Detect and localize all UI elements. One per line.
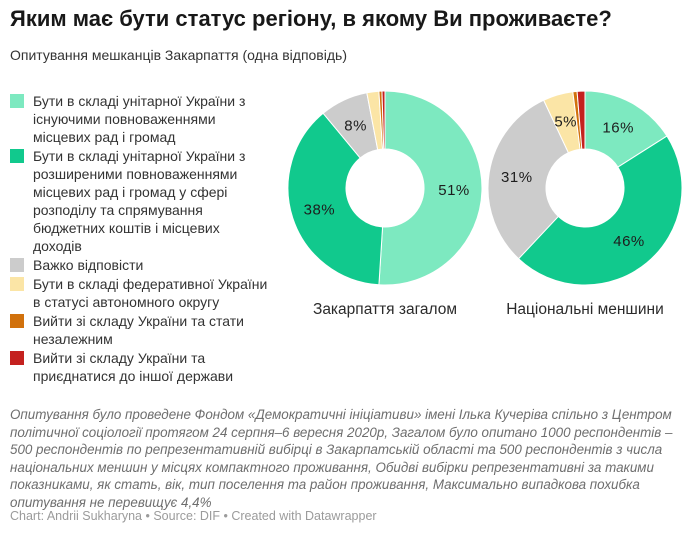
legend-swatch-icon (10, 258, 24, 272)
legend-label: Вийти зі складу України та стати незалеж… (33, 313, 245, 347)
pie-slice (517, 135, 683, 286)
legend-label: Вийти зі складу України та приєднатися д… (33, 350, 234, 384)
pie-percentage-label: 46% (613, 233, 645, 250)
pie-percentage-label: 8% (344, 118, 367, 135)
pie-title-minorities: Національні меншини (506, 301, 664, 318)
pie-slice (487, 99, 570, 260)
pie-percentage-label: 38% (304, 201, 336, 218)
legend-label: Важко відповісти (33, 257, 144, 273)
legend-swatch-icon (10, 94, 24, 108)
legend-item: Бути в складі унітарної України з розшир… (10, 147, 268, 255)
pie-percentage-label: 51% (438, 182, 470, 199)
chart-subtitle: Опитування мешканців Закарпаття (одна ві… (10, 47, 347, 63)
legend-item: Бути в складі унітарної України з існуюч… (10, 92, 268, 146)
pie-slice (576, 90, 586, 150)
pie-slice (378, 90, 483, 286)
legend-label: Бути в складі унітарної України з розшир… (33, 148, 246, 254)
pie-percentage-label: 5% (554, 114, 577, 131)
pie-slice (287, 112, 384, 286)
pie-chart-minorities: 16% 46% 31% 5% (487, 90, 683, 286)
legend-item: Важко відповісти (10, 256, 268, 274)
legend-swatch-icon (10, 351, 24, 365)
legend: Бути в складі унітарної України з існуюч… (10, 92, 268, 386)
legend-label: Бути в складі унітарної України з існуюч… (33, 93, 246, 145)
legend-item: Вийти зі складу України та стати незалеж… (10, 312, 268, 348)
legend-swatch-icon (10, 277, 24, 291)
pie-slice (381, 90, 386, 150)
pie-title-zakarpattia: Закарпаття загалом (312, 301, 458, 318)
pie-percentage-label: 16% (602, 120, 634, 137)
footnote: Опитування було проведене Фондом «Демокр… (10, 407, 673, 510)
legend-item: Бути в складі федеративної України в ста… (10, 275, 268, 311)
pie-chart-zakarpattia: 51% 38% 8% (287, 90, 483, 286)
chart-title: Яким має бути статус регіону, в якому Ви… (10, 6, 612, 31)
pie-percentage-label: 31% (501, 169, 533, 186)
legend-label: Бути в складі федеративної України в ста… (33, 276, 268, 310)
legend-item: Вийти зі складу України та приєднатися д… (10, 349, 268, 385)
legend-swatch-icon (10, 314, 24, 328)
credit-line: Chart: Andrii Sukharyna • Source: DIF • … (10, 509, 377, 523)
legend-swatch-icon (10, 149, 24, 163)
